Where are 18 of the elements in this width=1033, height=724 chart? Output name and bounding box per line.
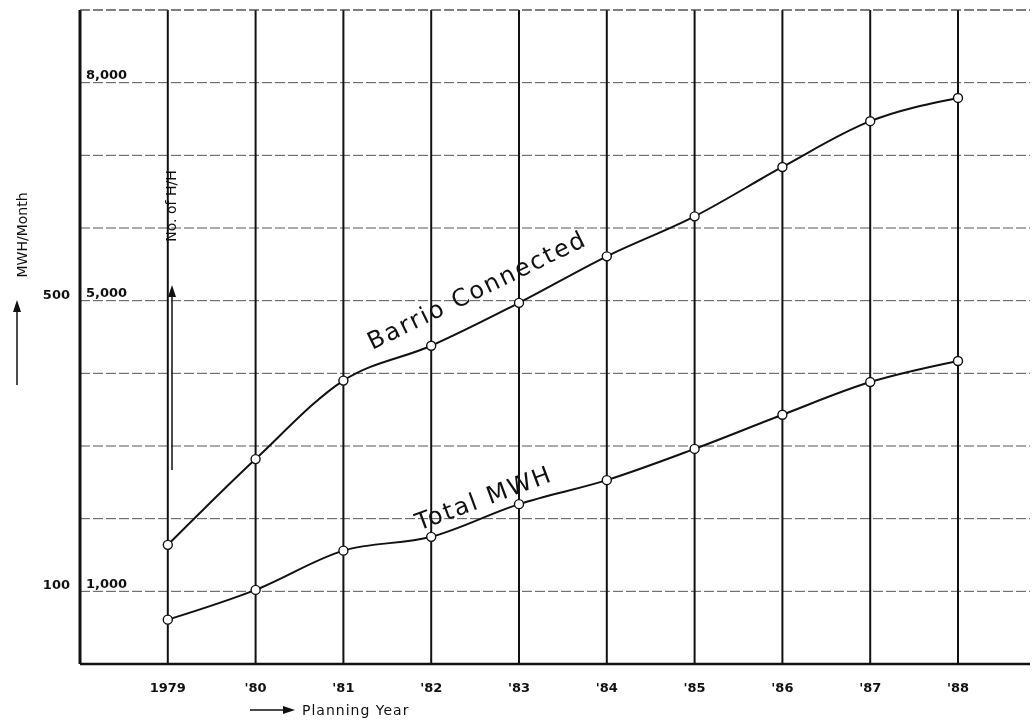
x-tick-label: '82 (420, 680, 443, 695)
y2-tick-label: 5,000 (86, 285, 128, 301)
x-tick-label: 1979 (149, 680, 186, 695)
y2-tick-label: 1,000 (86, 576, 128, 592)
text: Total MWH (410, 459, 557, 537)
x-tick-label: '83 (507, 680, 531, 695)
y-tick-label: 500 (42, 286, 70, 302)
x-tick-label: '85 (683, 680, 706, 695)
x-tick-label: '81 (332, 680, 355, 695)
x-tick-label: '86 (771, 680, 794, 695)
x-tick-label: '80 (244, 680, 267, 695)
y-axis-title: MWH/Month (14, 192, 30, 278)
x-axis-title: Planning Year (302, 702, 410, 718)
x-tick-label: '88 (946, 680, 970, 695)
y-tick-label: 100 (42, 577, 70, 593)
x-tick-label: '84 (595, 680, 618, 695)
y2-tick-label: 8,000 (86, 67, 128, 83)
x-tick-label: '87 (859, 680, 882, 695)
